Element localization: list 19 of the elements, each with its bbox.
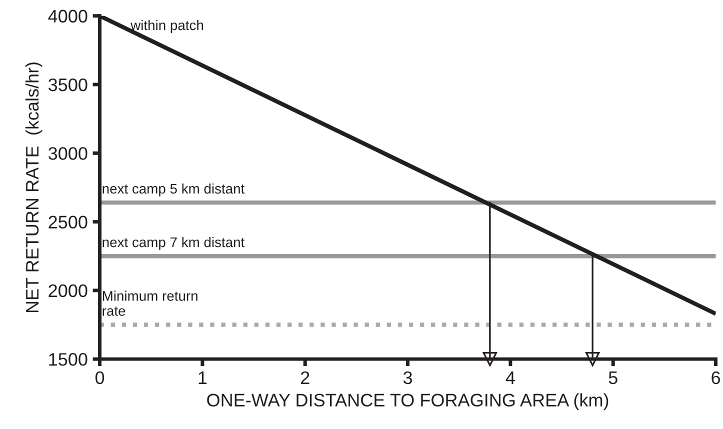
y-tick-label: 3500 — [48, 78, 88, 92]
ref-line-label: next camp 7 km distant — [102, 236, 245, 250]
x-tick-label: 2 — [300, 371, 310, 384]
y-tick-label: 3000 — [48, 147, 88, 160]
x-tick-label: 3 — [403, 371, 412, 384]
x-tick-label: 6 — [712, 371, 720, 384]
x-axis-title: ONE-WAY DISTANCE TO FORAGING AREA (km) — [207, 393, 608, 410]
y-axis-title: NET RETURN RATE (kcals/hr) — [25, 62, 42, 312]
y-tick-label: 2500 — [48, 216, 88, 229]
ref-line-label: Minimum return rate — [102, 290, 198, 316]
ref-line-label: next camp 5 km distant — [102, 183, 245, 196]
y-tick-label: 2000 — [48, 284, 88, 298]
y-tick-label: 4000 — [48, 10, 88, 23]
x-tick-label: 5 — [608, 372, 618, 384]
series-label: within patch — [130, 20, 204, 33]
x-tick-label: 1 — [198, 372, 207, 384]
y-tick-label: 1500 — [49, 353, 88, 366]
x-tick-label: 4 — [506, 372, 515, 384]
x-tick-label: 0 — [95, 371, 104, 384]
